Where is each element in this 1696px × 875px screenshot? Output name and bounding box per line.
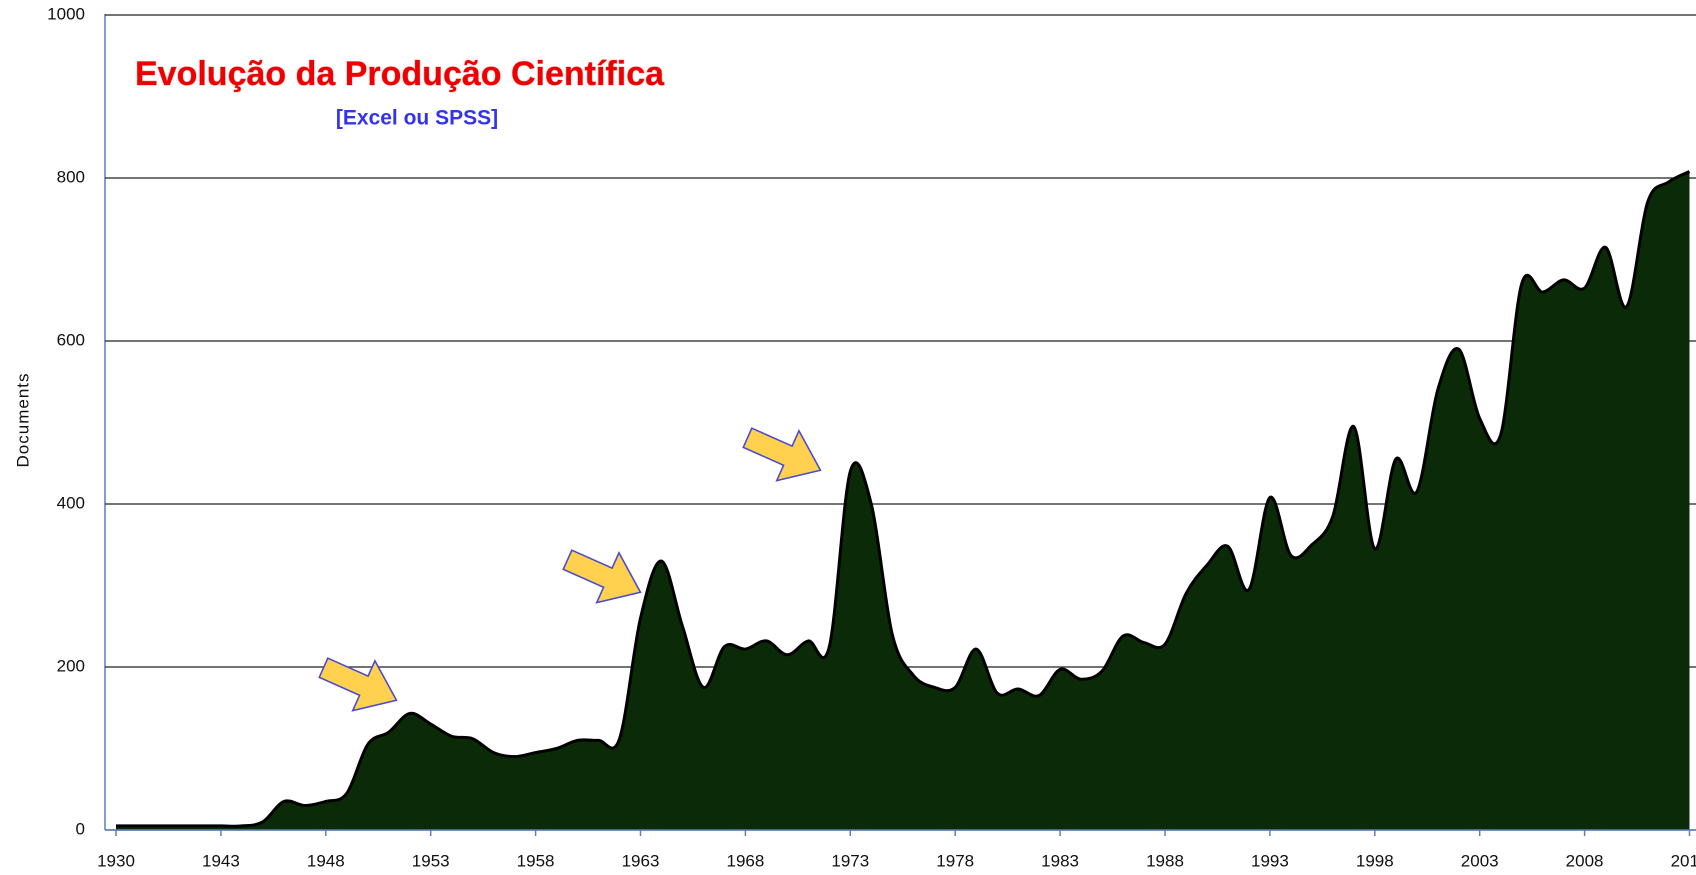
chart-title: Evolução da Produção Científica <box>135 55 665 93</box>
x-tick-label: 1988 <box>1146 851 1184 870</box>
arrows <box>318 427 822 712</box>
x-tick-label: 2008 <box>1566 851 1604 870</box>
x-tick-label: 1968 <box>726 851 764 870</box>
y-axis-label: Documents <box>13 373 32 468</box>
x-tick-label: 1953 <box>412 851 450 870</box>
x-tick-label: 1930 <box>97 851 135 870</box>
x-tick-label: 1978 <box>936 851 974 870</box>
x-tick-label: 1948 <box>307 851 345 870</box>
y-tick-label: 400 <box>57 493 85 512</box>
area <box>116 171 1690 831</box>
y-tick-label: 800 <box>57 167 85 186</box>
x-tick-label: 2013 <box>1671 851 1696 870</box>
y-tick-label: 200 <box>57 656 85 675</box>
arrow <box>742 427 822 482</box>
x-tick-label: 1983 <box>1041 851 1079 870</box>
arrow <box>318 657 398 712</box>
x-tick-label: 1993 <box>1251 851 1289 870</box>
y-tick-label: 0 <box>76 819 85 838</box>
x-tick-label: 1943 <box>202 851 240 870</box>
x-tick-label: 1963 <box>622 851 660 870</box>
chart-subtitle: [Excel ou SPSS] <box>336 107 498 130</box>
x-tick-label: 2003 <box>1461 851 1499 870</box>
x-tick-label: 1998 <box>1356 851 1394 870</box>
y-tick-label: 600 <box>57 330 85 349</box>
x-tick-label: 1973 <box>831 851 869 870</box>
x-tick-label: 1958 <box>517 851 555 870</box>
line <box>115 170 1691 828</box>
plot-area <box>105 14 1696 831</box>
y-tick-label: 1000 <box>47 4 85 23</box>
arrow <box>562 549 642 604</box>
